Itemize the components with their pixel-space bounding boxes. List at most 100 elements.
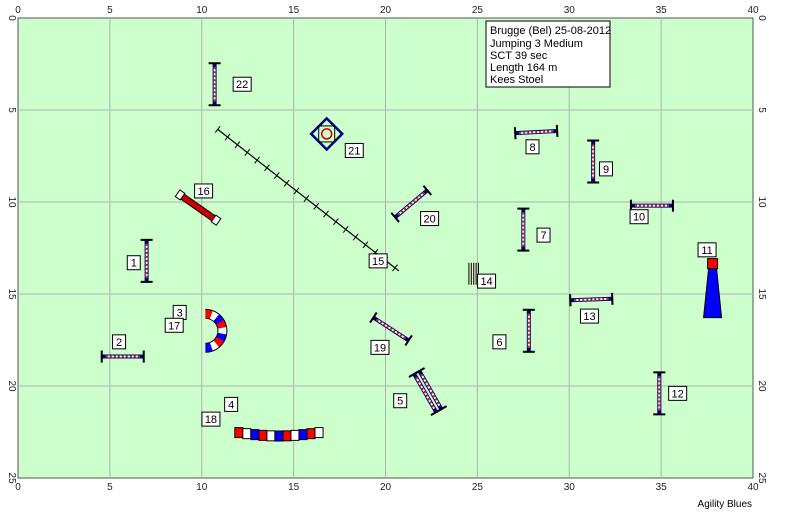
svg-text:19: 19 bbox=[374, 342, 386, 354]
label-9: 9 bbox=[599, 161, 613, 177]
label-14: 14 bbox=[477, 273, 497, 289]
svg-text:18: 18 bbox=[205, 414, 217, 426]
label-18: 18 bbox=[201, 411, 221, 427]
svg-text:17: 17 bbox=[168, 320, 180, 332]
label-22: 22 bbox=[232, 76, 252, 92]
obstacles bbox=[100, 62, 723, 442]
course-info-box: Brugge (Bel) 25-08-2012 Jumping 3 Medium… bbox=[485, 20, 611, 88]
x-tick-top-0: 0 bbox=[15, 5, 21, 16]
obstacle-22-jump bbox=[208, 62, 221, 107]
y-tick-left-15: 15 bbox=[6, 288, 17, 300]
course-sct: SCT 39 sec bbox=[490, 50, 548, 62]
y-tick-right-0: 0 bbox=[756, 15, 767, 21]
y-tick-right-15: 15 bbox=[756, 288, 767, 300]
x-tick-bottom-25: 25 bbox=[472, 482, 484, 493]
label-3: 3 bbox=[172, 304, 187, 320]
x-tick-bottom-40: 40 bbox=[747, 482, 759, 493]
svg-text:8: 8 bbox=[529, 142, 535, 154]
svg-text:3: 3 bbox=[177, 307, 183, 319]
course-title: Brugge (Bel) 25-08-2012 bbox=[490, 25, 611, 37]
y-tick-right-10: 10 bbox=[756, 196, 767, 208]
x-tick-bottom-10: 10 bbox=[196, 482, 208, 493]
obstacle-16-tire bbox=[174, 189, 222, 226]
svg-text:6: 6 bbox=[496, 337, 502, 349]
x-tick-bottom-0: 0 bbox=[15, 482, 21, 493]
label-13: 13 bbox=[579, 308, 599, 324]
x-tick-top-5: 5 bbox=[107, 5, 113, 16]
label-11: 11 bbox=[697, 242, 717, 258]
label-17: 17 bbox=[164, 317, 184, 333]
label-7: 7 bbox=[536, 227, 551, 243]
obstacle-1-jump bbox=[140, 238, 153, 283]
label-1: 1 bbox=[126, 255, 141, 271]
label-8: 8 bbox=[525, 139, 540, 155]
course-judge: Kees Stoel bbox=[490, 74, 543, 86]
obstacle-9-jump bbox=[587, 139, 600, 184]
x-tick-bottom-15: 15 bbox=[288, 482, 300, 493]
svg-text:16: 16 bbox=[197, 186, 209, 198]
obstacle-20-jump bbox=[390, 185, 432, 223]
svg-text:11: 11 bbox=[701, 245, 712, 257]
svg-text:2: 2 bbox=[116, 337, 122, 349]
y-tick-left-5: 5 bbox=[6, 107, 17, 113]
label-6: 6 bbox=[492, 334, 507, 350]
label-2: 2 bbox=[112, 334, 127, 350]
y-tick-left-20: 20 bbox=[6, 380, 17, 392]
y-tick-left-0: 0 bbox=[6, 15, 17, 21]
obstacle-2-jump bbox=[100, 350, 145, 363]
obstacle-15-walk bbox=[214, 125, 400, 272]
y-tick-right-5: 5 bbox=[756, 107, 767, 113]
x-tick-top-25: 25 bbox=[472, 5, 484, 16]
y-tick-right-25: 25 bbox=[756, 472, 767, 484]
obstacle-21-table bbox=[309, 116, 345, 152]
x-tick-top-30: 30 bbox=[564, 5, 576, 16]
course-class: Jumping 3 Medium bbox=[490, 38, 583, 50]
svg-text:13: 13 bbox=[583, 311, 595, 323]
obstacle-8-jump bbox=[513, 124, 559, 140]
label-15: 15 bbox=[368, 253, 388, 269]
x-tick-bottom-35: 35 bbox=[656, 482, 668, 493]
svg-text:12: 12 bbox=[672, 388, 684, 400]
svg-text:9: 9 bbox=[603, 164, 609, 176]
svg-text:15: 15 bbox=[372, 256, 384, 268]
svg-text:1: 1 bbox=[131, 258, 137, 270]
x-tick-top-20: 20 bbox=[380, 5, 392, 16]
y-tick-left-10: 10 bbox=[6, 196, 17, 208]
svg-text:7: 7 bbox=[540, 230, 546, 242]
label-5: 5 bbox=[393, 393, 408, 409]
tunnels bbox=[205, 308, 324, 442]
x-tick-top-35: 35 bbox=[656, 5, 668, 16]
y-tick-left-25: 25 bbox=[6, 472, 17, 484]
x-tick-bottom-20: 20 bbox=[380, 482, 392, 493]
label-16: 16 bbox=[194, 183, 214, 199]
svg-text:20: 20 bbox=[423, 214, 435, 226]
obstacle-5-double-jump bbox=[408, 367, 448, 416]
svg-text:22: 22 bbox=[236, 79, 248, 91]
x-tick-top-15: 15 bbox=[288, 5, 300, 16]
obstacle-7-jump bbox=[517, 207, 530, 252]
svg-text:10: 10 bbox=[633, 212, 645, 224]
obstacle-19-jump bbox=[369, 311, 413, 346]
label-12: 12 bbox=[668, 385, 688, 401]
x-tick-top-40: 40 bbox=[747, 5, 759, 16]
obstacle-6-jump bbox=[522, 308, 535, 353]
label-4: 4 bbox=[224, 396, 239, 412]
svg-text:14: 14 bbox=[480, 276, 492, 288]
obstacle-12-jump bbox=[653, 371, 666, 416]
svg-text:4: 4 bbox=[228, 399, 234, 411]
label-19: 19 bbox=[370, 339, 390, 355]
svg-text:5: 5 bbox=[397, 396, 403, 408]
course-length: Length 164 m bbox=[490, 62, 557, 74]
label-20: 20 bbox=[420, 211, 440, 227]
y-tick-right-20: 20 bbox=[756, 380, 767, 392]
label-10: 10 bbox=[629, 209, 649, 225]
obstacle-13-jump bbox=[569, 292, 614, 307]
x-tick-top-10: 10 bbox=[196, 5, 208, 16]
obstacle-11-chute bbox=[703, 258, 723, 319]
brand-footer: Agility Blues bbox=[697, 499, 752, 510]
x-tick-bottom-5: 5 bbox=[107, 482, 113, 493]
label-21: 21 bbox=[344, 142, 364, 158]
